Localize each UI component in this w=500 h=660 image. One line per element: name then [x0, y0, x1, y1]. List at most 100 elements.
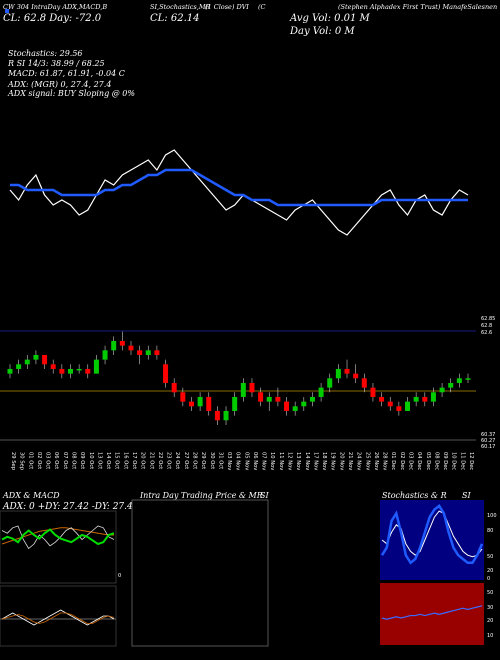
price-axis-label: 60.37	[481, 432, 495, 438]
candle-body	[344, 368, 350, 374]
candle-body	[59, 368, 65, 374]
si-series-line	[381, 605, 483, 620]
stoch-lines	[380, 503, 484, 565]
date-label: 13 Oct	[96, 452, 102, 469]
date-label: 01 Oct	[27, 452, 33, 469]
candle-body	[7, 368, 13, 374]
date-label: 18 Nov	[321, 452, 327, 470]
candle-body	[249, 382, 255, 393]
date-label: 24 Nov	[356, 452, 362, 470]
date-label: 14 Nov	[304, 452, 310, 470]
candle-body	[223, 410, 229, 421]
candle-body	[119, 340, 125, 346]
header-line1: CW 304 IntraDay ADX,MACD,B	[3, 3, 108, 11]
header-line3: (1 Close) DVI	[205, 3, 249, 11]
candle-body	[335, 368, 341, 379]
date-label: 10 Dec	[451, 452, 457, 470]
date-label: 28 Nov	[382, 452, 388, 470]
price-axis-label: 62.85	[481, 316, 495, 322]
date-label: 05 Nov	[243, 452, 249, 470]
si-axis-label: 10	[487, 633, 493, 639]
date-label: 31 Oct	[217, 452, 223, 469]
candle-body	[111, 340, 117, 351]
candle-body	[413, 396, 419, 402]
si-axis-label: 20	[487, 618, 493, 624]
candle-body	[67, 368, 73, 374]
adx-panel-title: ADX & MACD	[3, 491, 60, 500]
stoch-axis-label: 20	[487, 568, 493, 574]
date-label: 06 Oct	[53, 452, 59, 469]
candle-body	[180, 392, 186, 402]
candle-body	[197, 396, 203, 407]
date-label: 28 Oct	[191, 452, 197, 469]
candle-body	[76, 368, 82, 371]
date-label: 07 Nov	[261, 452, 267, 470]
candle-body	[137, 350, 143, 355]
adx-lines	[1, 525, 115, 626]
date-label: 20 Oct	[140, 452, 146, 469]
price-axis-label: 62.6	[481, 330, 492, 336]
header-line2: SI,Stochastics,MR	[150, 3, 211, 11]
date-label: 11 Nov	[278, 452, 284, 470]
date-axis: 29 Sep 30 Sep 01 Oct 02 Oct 03 Oct 06 Oct 07 O…	[10, 452, 474, 471]
date-label: 08 Dec	[433, 452, 439, 470]
date-label: 22 Oct	[157, 452, 163, 469]
candle-body	[102, 350, 108, 360]
date-label: 26 Nov	[373, 452, 379, 470]
candle-body	[206, 396, 212, 411]
avg-vol: Avg Vol: 0.01 M	[290, 13, 370, 24]
adx-readout: ADX: (MGR) 0, 27.4, 27.4	[8, 80, 112, 89]
candle-body	[16, 364, 22, 369]
date-label: 12 Dec	[468, 452, 474, 470]
candle-body	[379, 396, 385, 402]
mr-panel	[131, 499, 269, 647]
adx-minus-di-line	[1, 528, 115, 546]
candle-body	[361, 378, 367, 388]
mr-panel-title: Intra Day Trading Price & MR	[140, 491, 263, 500]
date-label: 10 Oct	[88, 452, 94, 469]
si-line	[381, 605, 483, 620]
stoch-panel-title: Stochastics & R	[382, 491, 447, 500]
date-label: 03 Dec	[408, 452, 414, 470]
price-series-line	[9, 149, 469, 236]
header-left-day: CL: 62.8 Day: -72.0	[3, 13, 102, 24]
r-readout: R SI 14/3: 38.99 / 68.25	[8, 59, 105, 68]
date-label: 04 Nov	[235, 452, 241, 470]
date-label: 14 Oct	[105, 452, 111, 469]
candle-body	[301, 401, 307, 407]
si-axis-label: 50	[487, 590, 493, 596]
day-vol: Day Vol: 0 M	[290, 26, 355, 37]
candle-body	[188, 401, 194, 407]
date-label: 07 Oct	[62, 452, 68, 469]
date-label: 11 Dec	[459, 452, 465, 470]
stoch-panel-si: SI	[462, 491, 471, 500]
stoch-k-line	[380, 503, 484, 565]
candle-body	[258, 392, 264, 402]
date-label: 13 Nov	[295, 452, 301, 470]
mr-panel-si: SI	[260, 491, 269, 500]
candle-body	[448, 382, 454, 388]
candle-body	[284, 401, 290, 411]
stoch-axis-label: 100	[487, 513, 497, 519]
date-label: 29 Oct	[200, 452, 206, 469]
candle-body	[309, 396, 315, 402]
candle-body	[465, 378, 471, 380]
adx-panel-values: ADX: 0 +DY: 27.42 -DY: 27.42	[3, 502, 139, 512]
candle-body	[327, 378, 333, 388]
candle-body	[214, 410, 220, 421]
date-label: 17 Nov	[312, 452, 318, 470]
macd-signal-line	[1, 612, 115, 624]
candle-body	[128, 345, 134, 351]
legend-swatch	[5, 9, 9, 13]
candle-body	[353, 373, 359, 379]
candle-body	[405, 401, 411, 411]
candle-body	[163, 364, 169, 383]
stoch-axis-label: 0	[487, 576, 490, 582]
candle-body	[439, 387, 445, 393]
candle-body	[42, 354, 48, 365]
header-line4: (C	[258, 3, 266, 11]
date-label: 03 Oct	[45, 452, 51, 469]
